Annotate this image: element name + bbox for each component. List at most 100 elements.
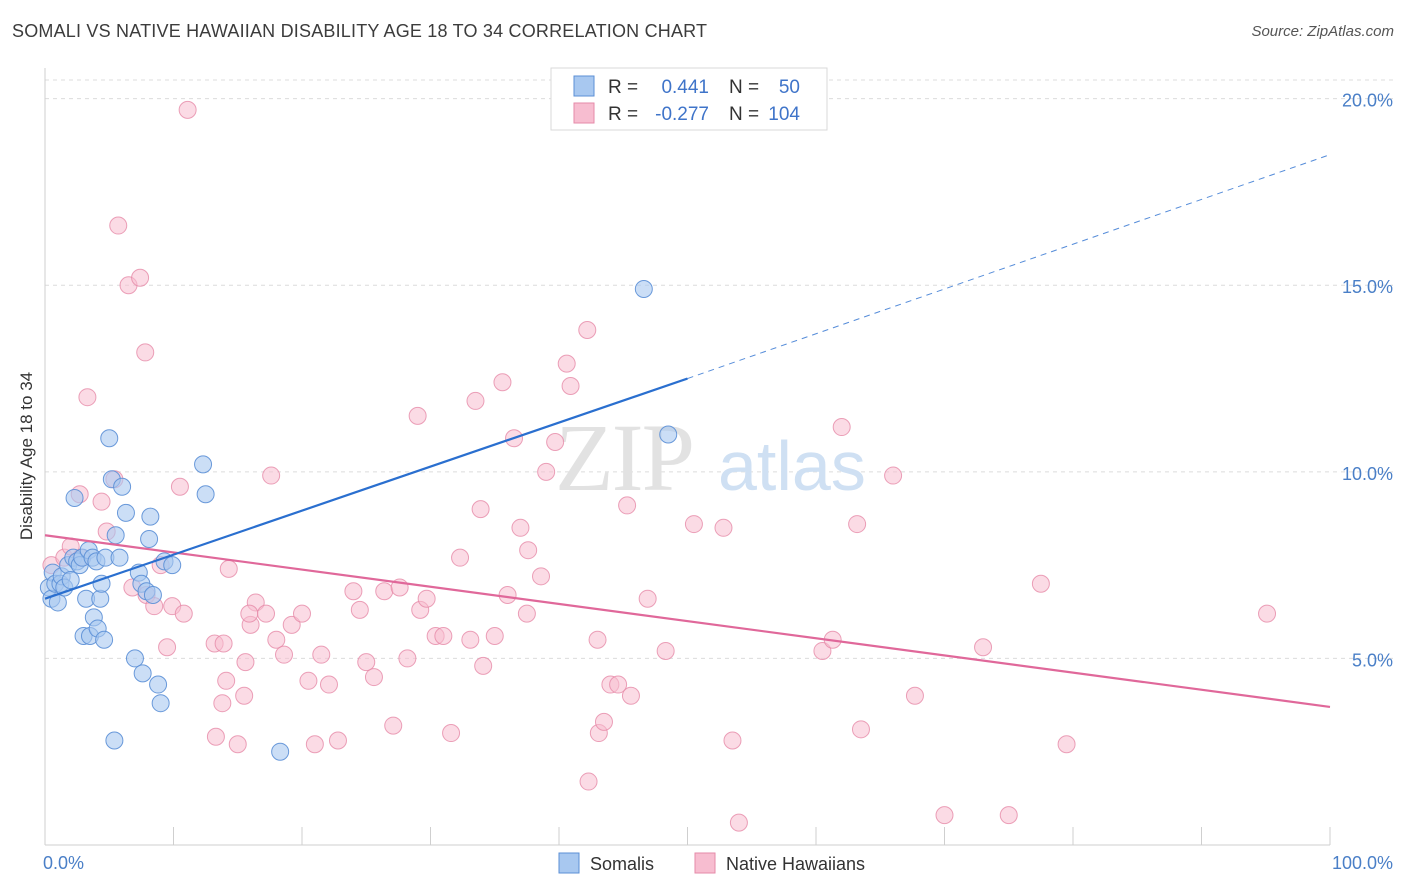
watermark-atlas: atlas	[718, 427, 866, 505]
hawaiian-point	[1031, 574, 1050, 593]
watermark-zip: ZIP	[555, 404, 693, 511]
somali-point	[151, 694, 170, 713]
somali-point	[116, 503, 135, 522]
hawaiian-point	[618, 496, 637, 515]
hawaiian-point	[1258, 604, 1277, 623]
hawaiian-point	[557, 354, 576, 373]
legend-somali-n-label: N =	[729, 77, 759, 98]
axes	[44, 68, 1331, 846]
hawaiian-point	[656, 641, 675, 660]
hawaiian-point	[282, 615, 301, 634]
y-tick-label: 20.0%	[1342, 91, 1393, 111]
hawaiian-point	[319, 675, 338, 694]
hawaiian-point	[999, 806, 1018, 825]
hawaiian-point	[684, 515, 703, 534]
hawaiian-point	[217, 671, 236, 690]
hawaiian-point	[214, 634, 233, 653]
somali-point	[140, 530, 159, 548]
hawaiian-point	[92, 492, 111, 511]
hawaiian-point	[236, 653, 255, 672]
hawaiian-point	[466, 391, 485, 410]
hawaiian-point	[884, 466, 903, 485]
hawaiian-point	[485, 627, 504, 646]
hawaiian-point	[267, 630, 286, 649]
hawaiian-point	[905, 686, 924, 705]
hawaiian-point	[511, 518, 530, 537]
chart-title: SOMALI VS NATIVE HAWAIIAN DISABILITY AGE…	[12, 21, 708, 41]
y-axis-label: Disability Age 18 to 34	[17, 372, 36, 540]
hawaiian-point	[434, 627, 453, 646]
x-tick-labels: 0.0% 100.0%	[43, 853, 1393, 873]
hawaiian-point	[1057, 735, 1076, 754]
hawaiian-point	[364, 668, 383, 687]
legend-hawaiian-r-label: R =	[608, 104, 638, 125]
hawaiian-point	[498, 585, 517, 604]
legend-somali-swatch	[573, 75, 595, 97]
hawaiian-point	[723, 731, 742, 750]
hawaiian-point	[609, 675, 628, 694]
legend-hawaiian-swatch	[573, 102, 595, 124]
y-tick-label: 5.0%	[1352, 650, 1393, 670]
hawaiian-point	[170, 477, 189, 496]
hawaiian-point	[493, 373, 512, 392]
hawaiian-point	[546, 432, 565, 451]
hawaiian-point	[532, 567, 551, 586]
hawaiian-point	[638, 589, 657, 608]
hawaiian-point	[408, 406, 427, 425]
somali-point	[65, 488, 84, 507]
watermark: ZIP atlas	[555, 404, 866, 511]
somali-point	[196, 485, 215, 504]
hawaiian-point	[136, 343, 155, 362]
legend-somali-r-value: 0.441	[661, 77, 709, 98]
x-tick-label: 0.0%	[43, 853, 84, 873]
hawaiian-point	[519, 541, 538, 560]
hawaiian-point	[357, 653, 376, 672]
somali-point	[92, 574, 111, 593]
legend-hawaiian-r-value: -0.277	[655, 104, 709, 125]
legend-hawaiian-n-value: 104	[768, 104, 800, 125]
hawaiian-point	[158, 638, 177, 657]
hawaiian-point	[474, 656, 493, 675]
hawaiian-point	[235, 686, 254, 705]
hawaiian-point	[813, 641, 832, 660]
hawaiian-point	[299, 671, 318, 690]
hawaiian-point	[461, 630, 480, 649]
hawaiian-point	[312, 645, 331, 664]
hawaiian-point	[206, 727, 225, 746]
somali-trendline-extension	[687, 154, 1331, 380]
legend-box: R = 0.441 N = 50 R = -0.277 N = 104	[550, 67, 828, 131]
hawaiian-point	[78, 388, 97, 407]
somali-point	[125, 649, 144, 668]
somali-points	[39, 279, 678, 761]
hawaiian-point	[275, 645, 294, 664]
hawaiian-point	[935, 806, 954, 825]
hawaiian-point	[451, 548, 470, 567]
somali-point	[659, 425, 678, 444]
hawaiian-point	[375, 582, 394, 601]
hawaiian-point	[384, 716, 403, 735]
hawaiian-point	[594, 712, 613, 731]
grid-lines	[45, 79, 1395, 659]
hawaiian-point	[293, 604, 311, 623]
bottom-legend-hawaiian-label: Native Hawaiians	[726, 854, 865, 874]
y-tick-label: 15.0%	[1342, 277, 1393, 297]
hawaiian-point	[579, 772, 598, 791]
somali-point	[149, 675, 168, 694]
bottom-legend-hawaiian-swatch	[694, 852, 716, 874]
hawaiian-point	[714, 518, 733, 537]
y-tick-labels: 5.0% 10.0% 15.0% 20.0%	[1342, 91, 1393, 671]
hawaiian-point	[621, 686, 640, 705]
somali-point	[634, 279, 653, 298]
hawaiian-point	[109, 216, 128, 235]
hawaiian-point	[471, 500, 490, 519]
somali-point	[271, 742, 290, 761]
bottom-legend-somali-label: Somalis	[590, 854, 654, 874]
x-tick-label: 100.0%	[1332, 853, 1393, 873]
source-label: Source: ZipAtlas.com	[1251, 23, 1394, 40]
somali-trendline	[44, 377, 688, 600]
hawaiian-point	[851, 720, 870, 739]
hawaiian-point	[398, 649, 417, 668]
hawaiian-point	[328, 731, 347, 750]
hawaiian-point	[131, 268, 150, 287]
hawaiian-point	[561, 377, 580, 395]
